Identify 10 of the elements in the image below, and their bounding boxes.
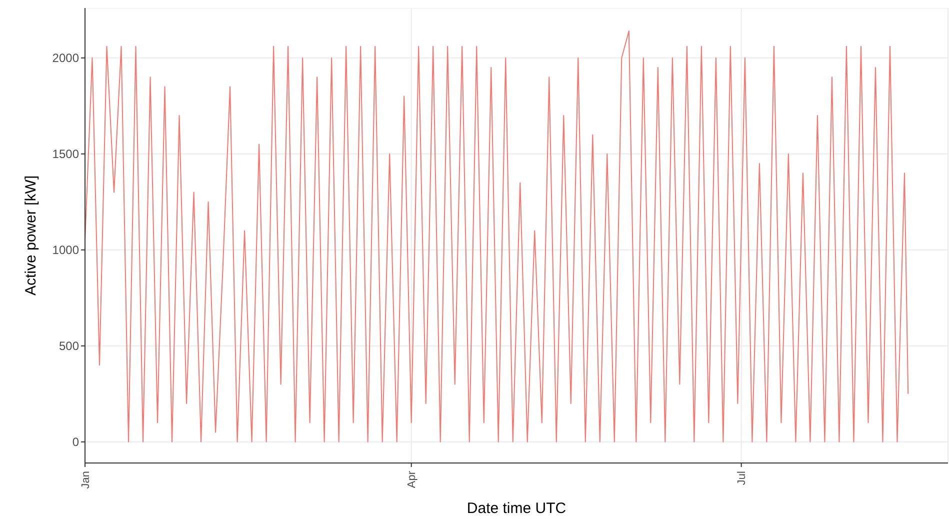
y-axis-title: Active power [kW] [22, 175, 40, 296]
x-tick-label: Apr [406, 470, 418, 488]
x-tick-label: Jul [736, 471, 748, 486]
y-tick-label: 500 [58, 339, 80, 354]
x-tick-label: Jan [80, 471, 92, 489]
y-tick-label: 0 [72, 435, 80, 450]
y-tick-label: 2000 [52, 51, 80, 66]
x-axis-title: Date time UTC [466, 500, 566, 517]
y-tick-label: 1500 [52, 147, 80, 162]
y-tick-label: 1000 [52, 243, 80, 258]
